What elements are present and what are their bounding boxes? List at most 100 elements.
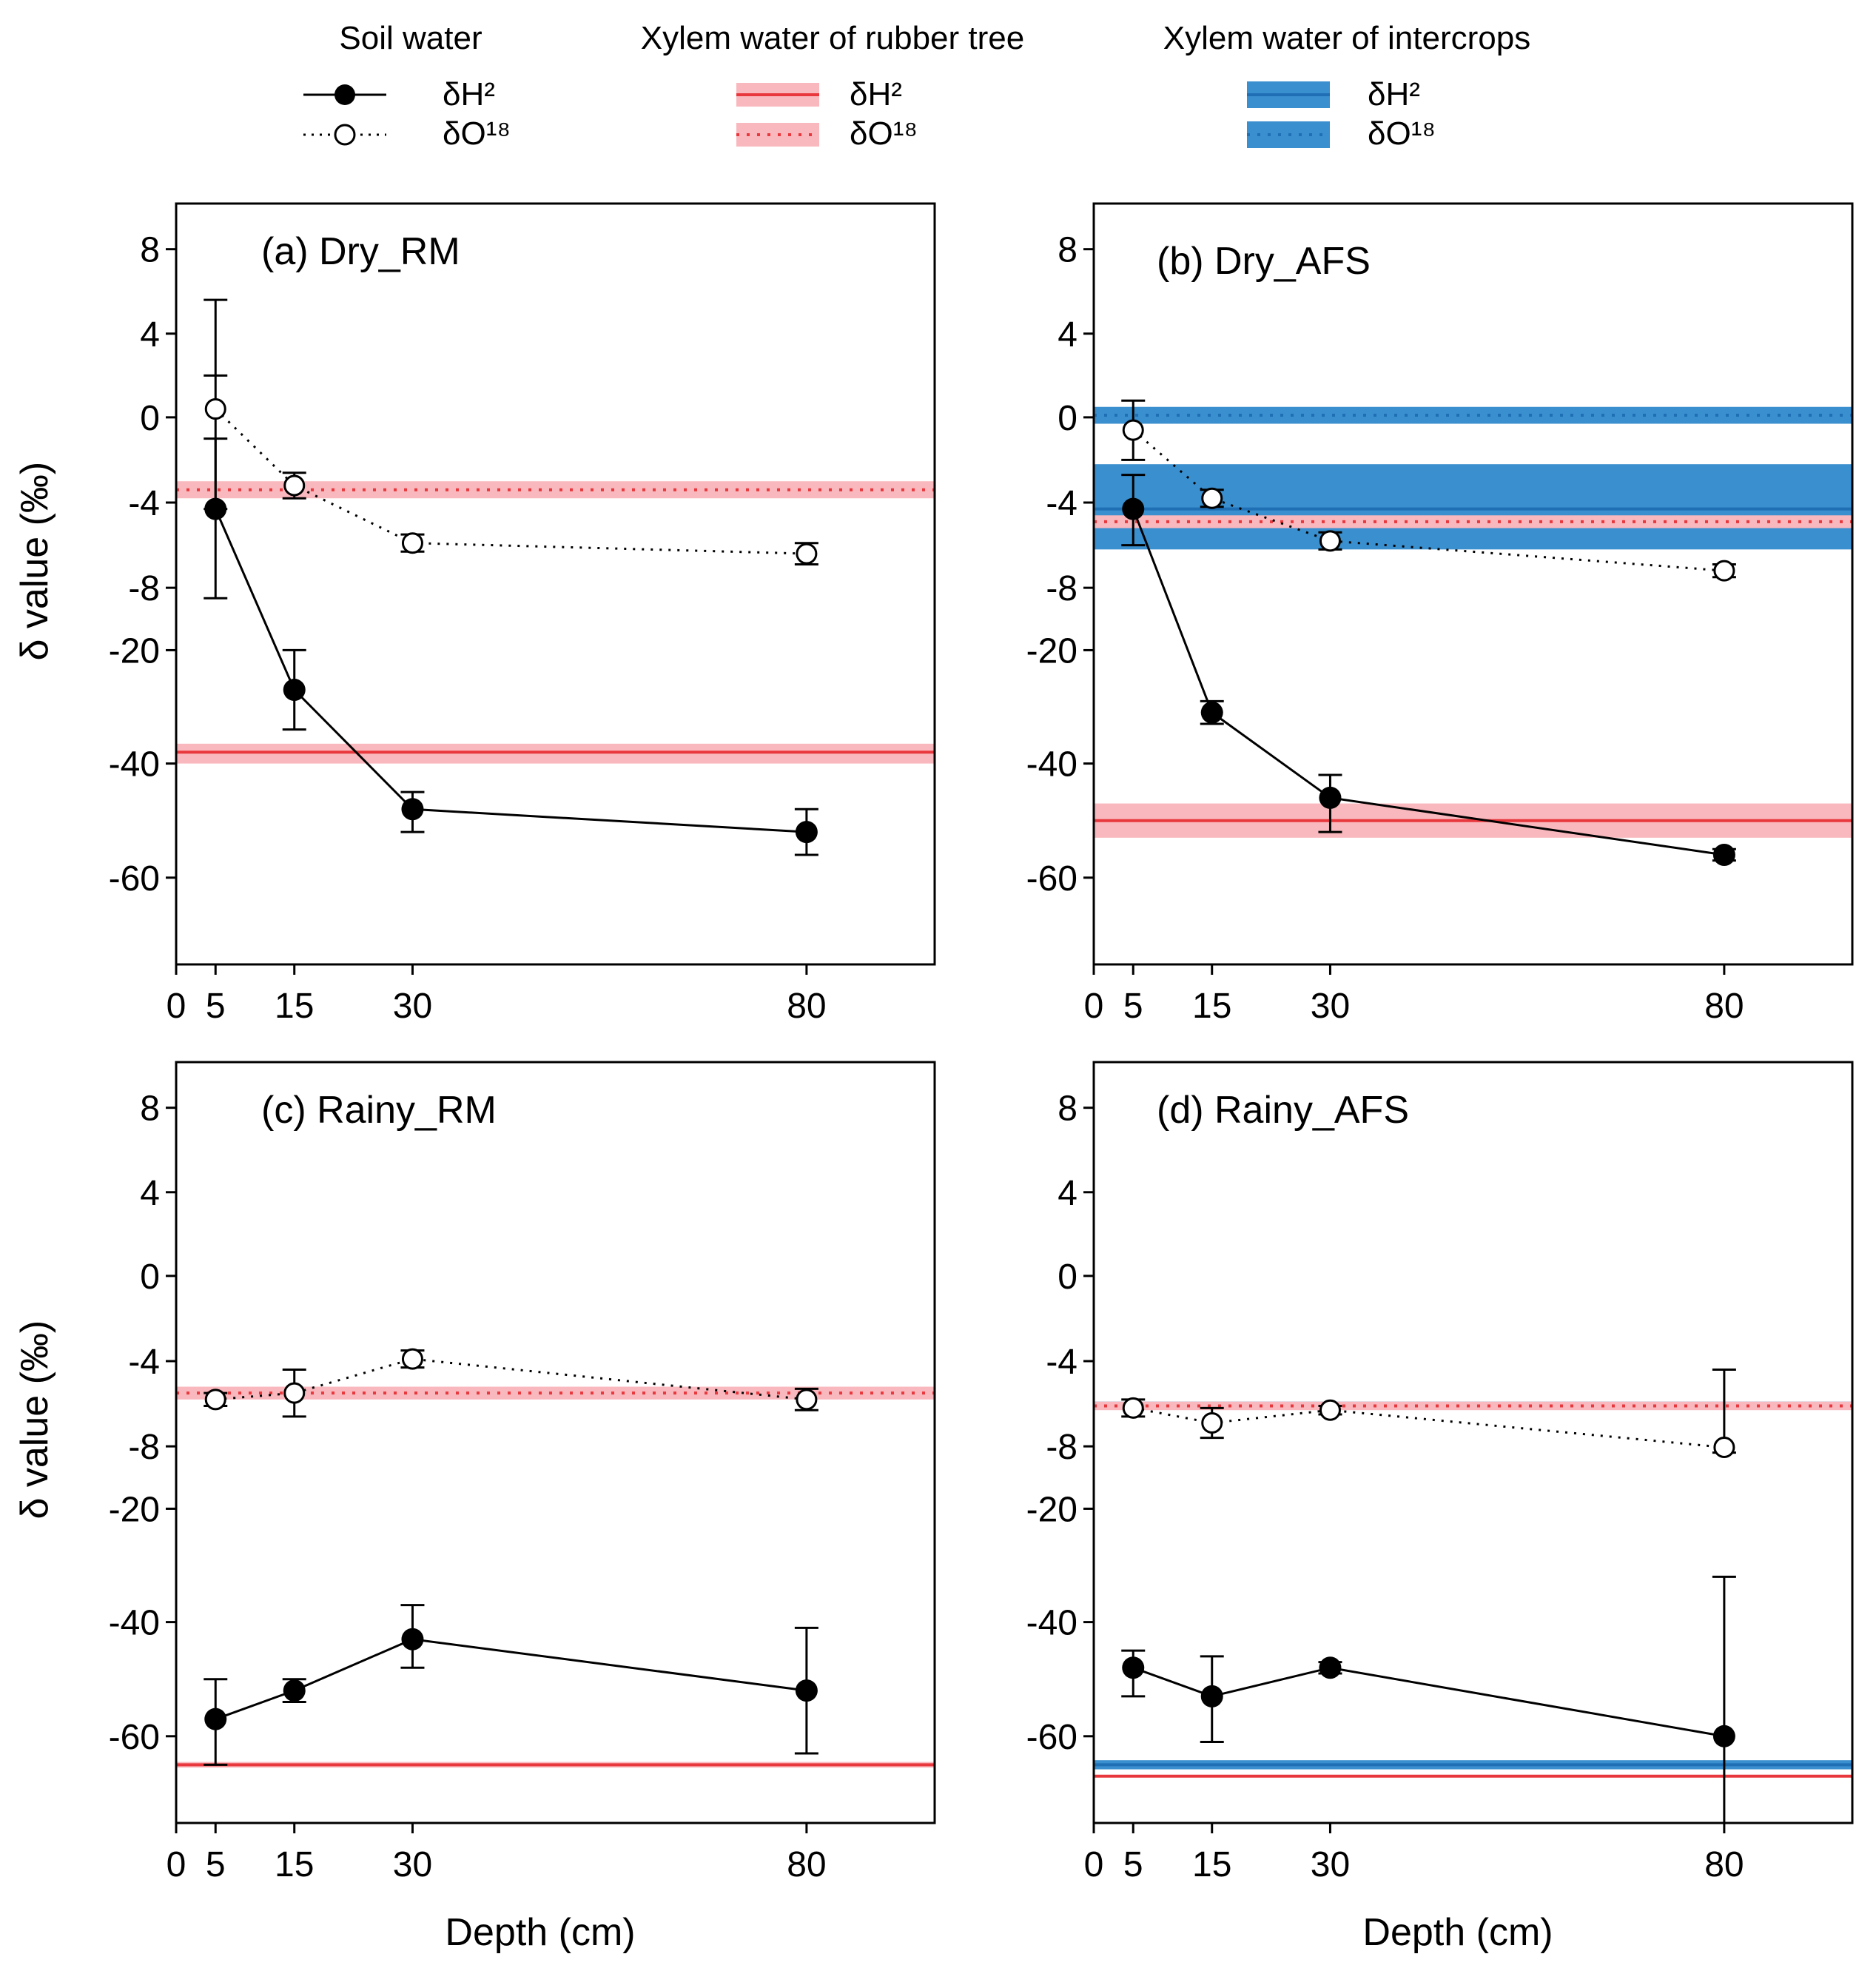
rubber-o18-band [1094,1401,1852,1411]
y-tick-label: -60 [1026,1718,1077,1757]
legend-rubber-h2-label: δH² [850,76,902,113]
y-tick-label: -8 [128,1428,160,1467]
soil-o18-point [1122,1397,1144,1419]
y-tick-label: -8 [1046,569,1077,608]
plot-frame [1092,202,1854,966]
y-tick-label: -60 [109,859,160,899]
soil-h2-point [204,1708,227,1730]
x-axis-label: Depth (cm) [1362,1911,1553,1954]
y-tick-label: 8 [140,231,160,270]
soil-o18-point [204,1389,226,1411]
legend-soil-o18-label: δO¹⁸ [443,115,511,152]
legend-intercrop-h2-label: δH² [1368,76,1420,113]
soil-h2-point [1712,843,1735,866]
x-tick-label: 30 [1311,987,1350,1026]
soil-o18-point [401,532,423,554]
panel-c-rainy-rm: 840-4-8-20-40-600 5 15 30 80(c) Rainy_RMδ va… [13,1061,936,1954]
legend-rubber-o18-label: δO¹⁸ [850,115,918,152]
soil-h2-point [1319,786,1342,809]
y-tick-label: -4 [128,484,160,523]
y-tick-label: 0 [1058,1258,1077,1297]
rubber-o18-band [1094,515,1852,528]
soil-h2-point [1712,1725,1735,1747]
y-tick-label: -40 [1026,1604,1077,1643]
soil-o18-point [1201,1411,1223,1434]
soil-h2-point [283,1679,306,1702]
x-tick-label: 0 [1084,987,1104,1026]
y-tick-label: -20 [1026,1490,1077,1529]
y-tick-label: 8 [140,1089,160,1129]
plot-area [176,1348,935,1768]
soil-h2-point [795,821,818,844]
y-tick-label: -20 [109,1490,160,1529]
y-axis-label: δ value (‰) [13,1320,56,1520]
x-tick-label: 0 [167,987,186,1026]
y-tick-label: 8 [1058,1089,1077,1129]
y-tick-label: -60 [1026,859,1077,899]
intercrop-o18-band [1094,406,1852,424]
x-tick-label: 5 [206,987,226,1026]
y-tick-label: 0 [140,399,160,438]
soil-h2-line [215,1638,807,1721]
plot-frame [175,202,936,966]
x-tick-label: 5 [1123,987,1143,1026]
soil-o18-line [1132,1406,1725,1449]
x-tick-label: 5 [206,1845,226,1884]
x-tick-label: 0 [167,1845,186,1884]
legend-title-rubber: Xylem water of rubber tree [641,20,1024,56]
soil-h2-point [1122,497,1145,520]
legend-soil-o18-marker [334,124,356,146]
x-axis-label: Depth (cm) [445,1911,635,1954]
rubber-o18-band [176,481,935,499]
y-tick-label: 0 [140,1258,160,1297]
x-tick-label: 30 [393,1845,432,1884]
y-tick-label: -60 [109,1718,160,1757]
soil-h2-line [1132,508,1725,856]
soil-o18-point [1319,530,1341,552]
y-tick-label: 4 [140,315,160,355]
soil-o18-point [1319,1399,1341,1421]
y-tick-label: 4 [1058,315,1077,355]
soil-o18-point [1713,1437,1735,1459]
soil-o18-point [1713,560,1735,582]
y-tick-label: -40 [109,745,160,785]
x-tick-label: 15 [1192,1845,1231,1884]
soil-h2-point [204,497,227,520]
legend-title-intercrops: Xylem water of intercrops [1163,20,1530,56]
legend-intercrop-o18-label: δO¹⁸ [1368,115,1436,152]
x-tick-label: 15 [1192,987,1231,1026]
soil-o18-point [1201,487,1223,509]
panel-title: (b) Dry_AFS [1157,240,1371,283]
y-tick-label: 0 [1058,399,1077,438]
soil-o18-point [204,398,226,420]
y-axis-label: δ value (‰) [13,462,56,661]
plot-area [1094,399,1852,866]
x-tick-label: 80 [787,987,826,1026]
legend-title-soil-water: Soil water [339,20,482,56]
soil-o18-point [1122,419,1144,441]
soil-o18-point [796,1389,818,1411]
x-tick-label: 80 [787,1845,826,1884]
soil-h2-point [401,798,424,821]
x-tick-label: 30 [393,987,432,1026]
x-tick-label: 15 [275,1845,314,1884]
legend-soil-h2-label: δH² [443,76,495,113]
y-tick-label: -20 [1026,631,1077,671]
plot-frame [175,1061,936,1824]
x-tick-label: 5 [1123,1845,1143,1884]
y-tick-label: 4 [140,1174,160,1213]
panel-title: (c) Rainy_RM [261,1089,497,1132]
x-tick-label: 80 [1704,987,1744,1026]
y-tick-label: -20 [109,631,160,671]
panel-d-rainy-afs: 840-4-8-20-40-600 5 15 30 80(d) Rainy_AFSDep… [1026,1061,1854,1954]
panel-a-dry-rm: 840-4-8-20-40-600 5 15 30 80(a) Dry_RMδ valu… [13,202,936,1026]
panel-title: (d) Rainy_AFS [1157,1089,1409,1132]
soil-h2-point [1200,701,1223,724]
legend-soil-h2-marker [334,84,355,105]
soil-o18-point [283,474,306,497]
soil-h2-line [214,508,807,833]
soil-h2-point [1200,1685,1223,1708]
soil-o18-point [283,1382,306,1404]
soil-o18-point [796,543,818,565]
